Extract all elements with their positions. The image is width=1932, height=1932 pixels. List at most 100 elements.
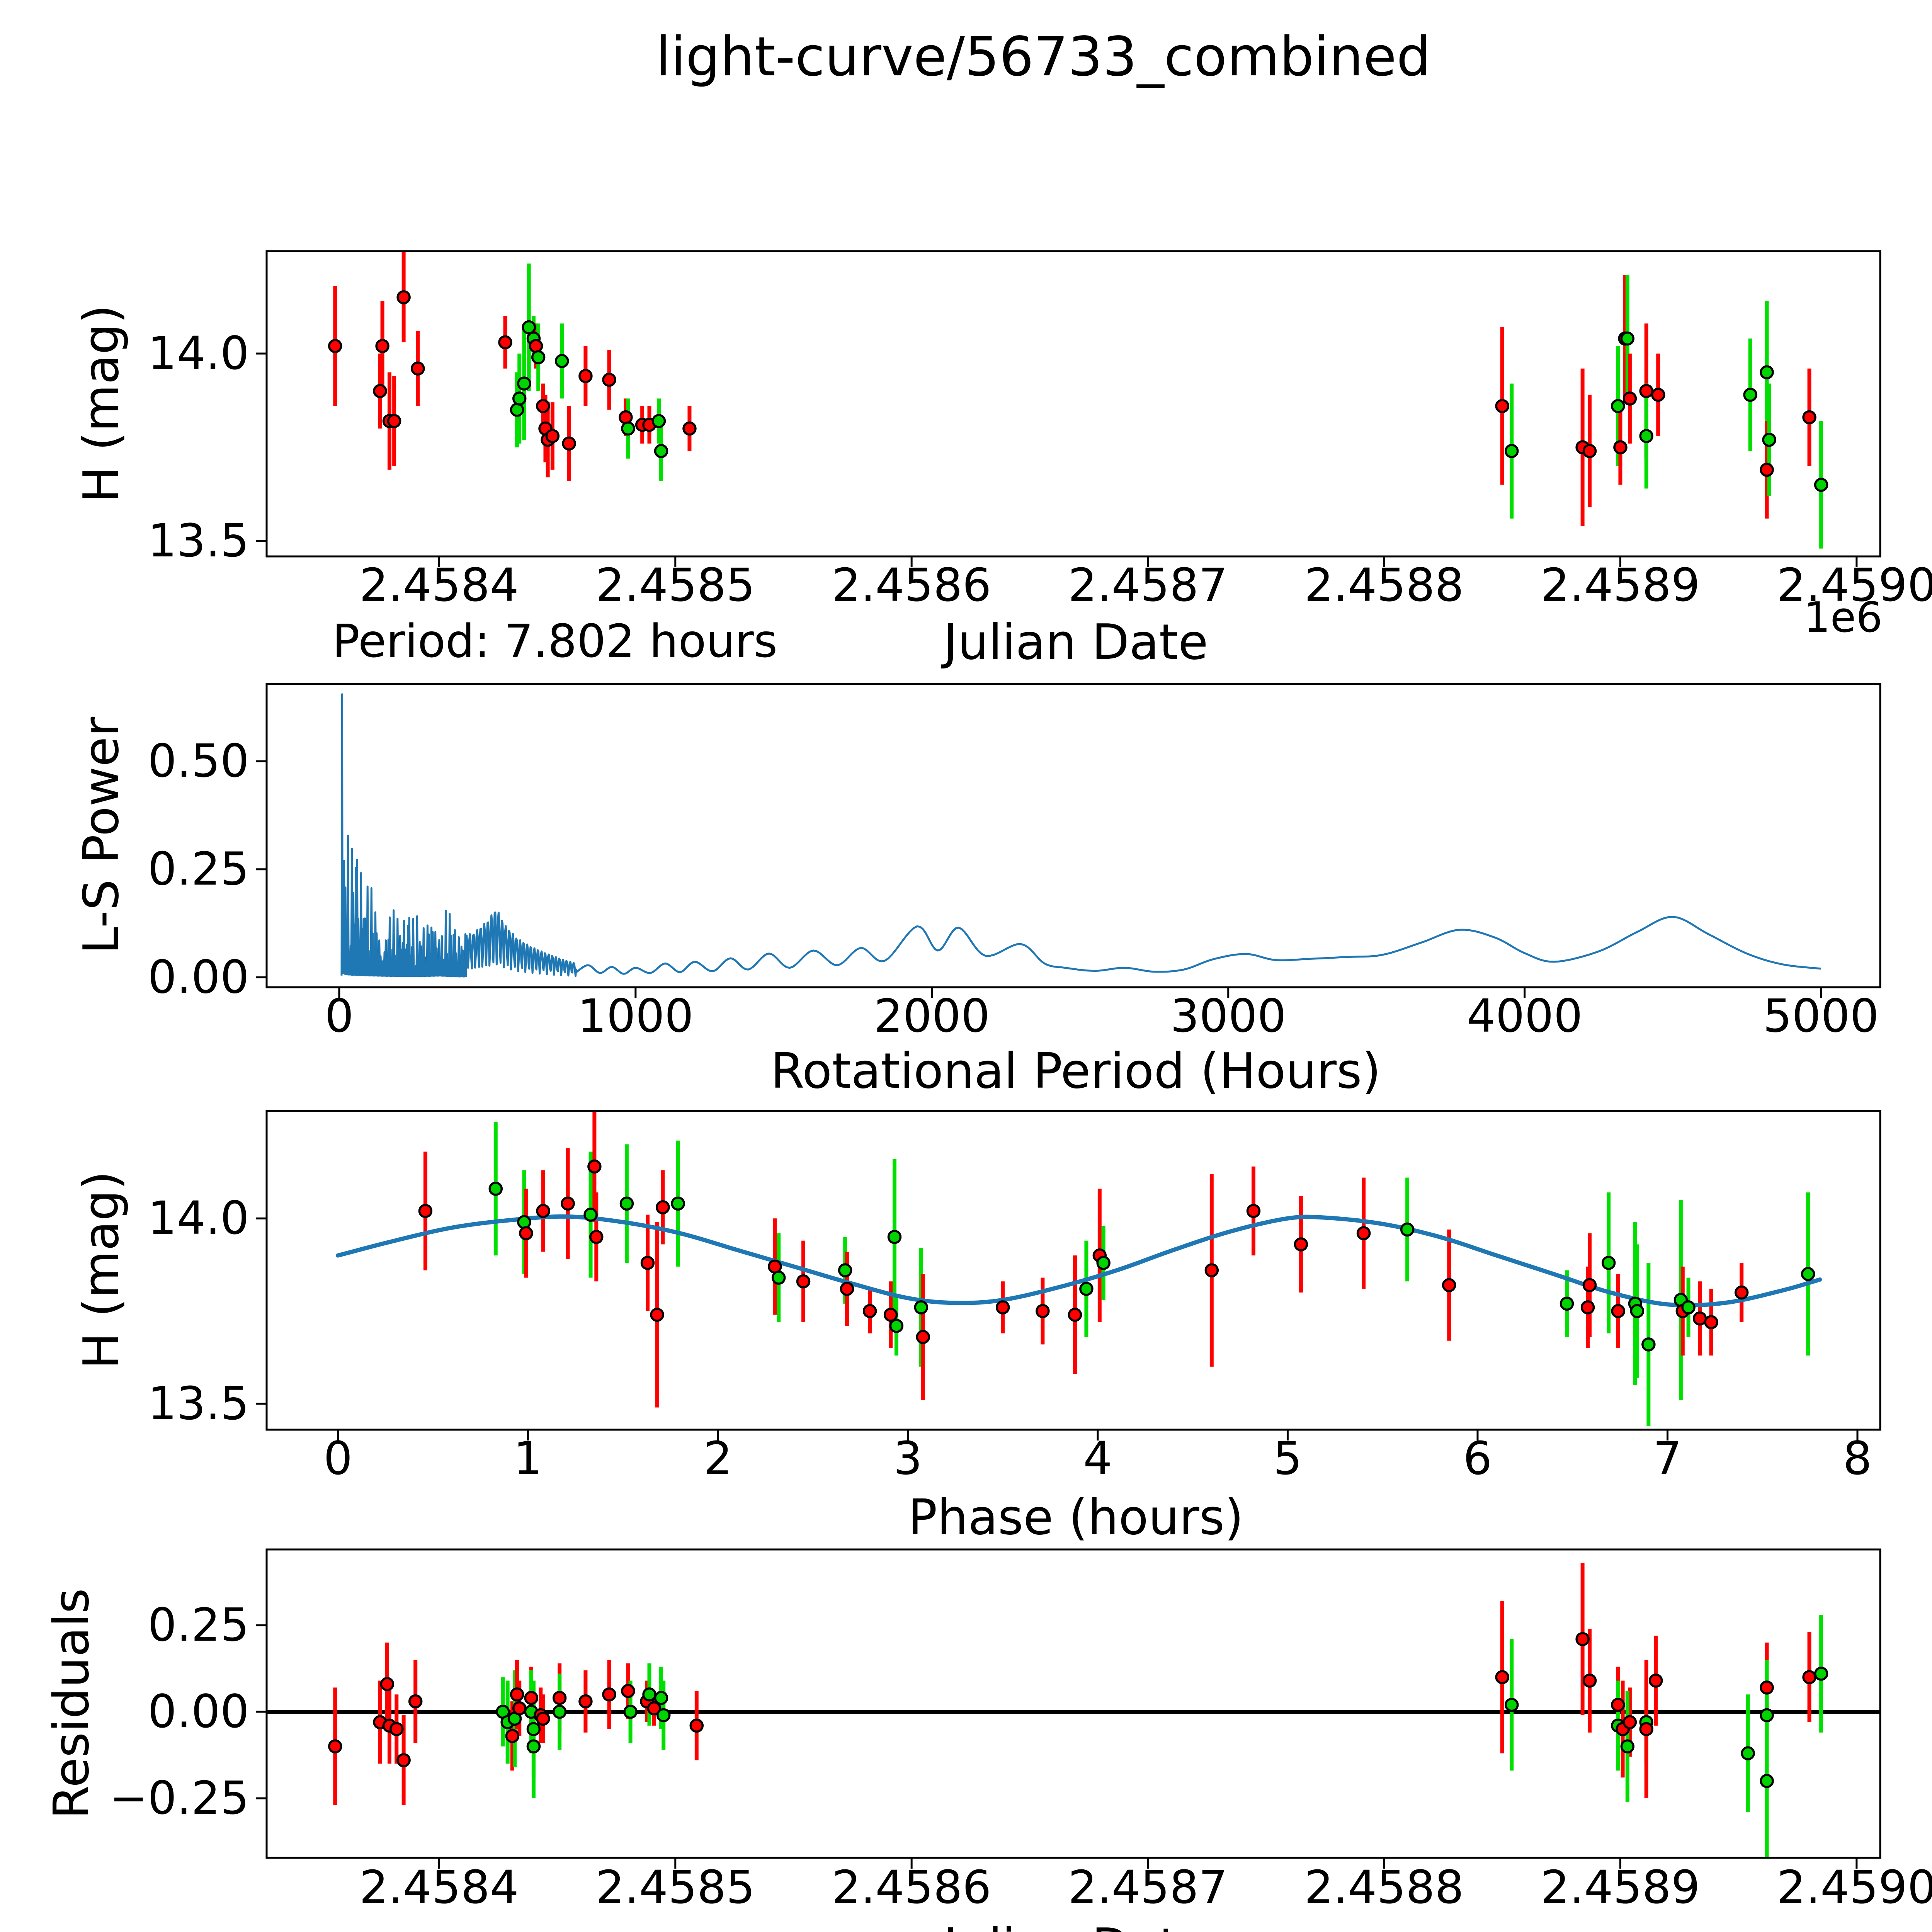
data-point-marker <box>619 1196 634 1211</box>
data-point-marker <box>1611 1697 1625 1712</box>
data-point-marker <box>578 1694 593 1709</box>
data-point-marker <box>1611 1304 1625 1318</box>
data-point-marker <box>1495 399 1509 413</box>
data-point-marker <box>578 369 593 383</box>
data-point-marker <box>1442 1278 1456 1293</box>
jd-yaxis-label: H (mag) <box>73 304 129 503</box>
jd-x-tick-label: 2.4585 <box>595 558 755 612</box>
data-point-marker <box>1639 384 1653 398</box>
periodogram-x-tick-label: 1000 <box>578 989 694 1043</box>
phase-yaxis-label: H (mag) <box>73 1171 129 1369</box>
data-point-marker <box>519 1226 533 1240</box>
data-point-marker <box>689 1718 704 1733</box>
data-point-marker <box>375 339 389 353</box>
phase-x-tick-label: 1 <box>514 1432 543 1485</box>
periodogram-plot-area <box>340 693 1821 978</box>
data-point-marker <box>1639 1722 1653 1736</box>
data-point-marker <box>1580 1300 1595 1315</box>
jd-x-tick-label: 2.4588 <box>1304 558 1464 612</box>
data-point-marker <box>1560 1296 1574 1311</box>
data-point-marker <box>1692 1311 1707 1326</box>
residuals-x-tick-label: 2.4584 <box>359 1861 519 1914</box>
residuals-plot-area <box>267 1563 1880 1858</box>
data-point-marker <box>840 1282 854 1296</box>
periodogram-x-tick-label: 3000 <box>1170 989 1286 1043</box>
data-point-marker <box>498 335 512 350</box>
residuals-x-tick-label: 2.4586 <box>832 1861 992 1914</box>
residuals-x-tick-label: 2.4585 <box>595 1861 755 1914</box>
data-point-marker <box>1068 1308 1082 1322</box>
data-point-marker <box>1760 365 1774 379</box>
data-point-marker <box>642 1687 656 1702</box>
residuals-yaxis-label: Residuals <box>43 1588 100 1819</box>
jd-x-tick-label: 2.4590 <box>1777 558 1932 612</box>
data-point-marker <box>1582 1278 1597 1293</box>
data-point-marker <box>1741 1746 1755 1760</box>
phase-y-tick-label: 13.5 <box>148 1377 249 1430</box>
data-point-marker <box>526 1739 541 1753</box>
data-point-marker <box>1613 440 1628 454</box>
data-point-marker <box>656 1200 670 1214</box>
figure-title: light-curve/56733_combined <box>656 26 1431 88</box>
data-point-marker <box>418 1204 433 1218</box>
data-point-marker <box>510 1687 524 1702</box>
data-point-marker <box>536 399 550 413</box>
residuals-y-tick-label: 0.00 <box>148 1685 249 1738</box>
phase-x-tick-label: 4 <box>1083 1432 1112 1485</box>
data-point-marker <box>536 1204 550 1218</box>
data-point-marker <box>526 1722 541 1736</box>
periodogram-x-tick-label: 2000 <box>874 989 990 1043</box>
data-point-marker <box>517 376 531 391</box>
jd-y-tick-label: 14.0 <box>148 327 249 380</box>
data-point-marker <box>529 339 543 353</box>
data-point-marker <box>1760 463 1774 477</box>
data-point-marker <box>1639 429 1653 443</box>
data-point-marker <box>583 1208 598 1222</box>
data-point-marker <box>512 1701 527 1716</box>
periodogram-x-tick-label: 5000 <box>1763 989 1879 1043</box>
period-annotation: Period: 7.802 hours <box>332 614 777 668</box>
periodogram-axes: 0 1000 2000 3000 4000 5000 0.00 0.25 0.50 <box>148 683 1881 1043</box>
data-point-marker <box>1814 478 1828 492</box>
jd-x-tick-label: 2.4586 <box>832 558 992 612</box>
phase-xaxis-label: Phase (hours) <box>908 1489 1244 1546</box>
periodogram-x-tick-label: 4000 <box>1467 989 1583 1043</box>
data-point-marker <box>1246 1204 1261 1218</box>
periodogram-y-tick-label: 0.50 <box>148 734 249 787</box>
phase-x-tick-label: 8 <box>1843 1432 1872 1485</box>
data-point-marker <box>587 1159 602 1174</box>
data-point-marker <box>1760 1708 1774 1723</box>
data-point-marker <box>1620 1739 1635 1753</box>
periodogram-yaxis-label: L-S Power <box>73 717 129 954</box>
data-point-marker <box>545 429 560 443</box>
data-point-marker <box>654 1690 668 1705</box>
jd-axes: 2.4584 2.4585 2.4586 2.4587 2.4588 2.4589 2.45… <box>148 250 1932 612</box>
data-point-marker <box>1504 1697 1519 1712</box>
data-point-marker <box>682 421 697 436</box>
data-point-marker <box>1601 1256 1616 1270</box>
data-point-marker <box>555 354 569 368</box>
data-point-marker <box>883 1308 898 1322</box>
data-point-marker <box>524 1690 539 1705</box>
data-point-marker <box>408 1694 423 1709</box>
data-point-marker <box>654 444 668 458</box>
data-point-marker <box>562 436 576 451</box>
phase-axes: 0 1 2 3 4 5 6 7 8 13.5 14.0 <box>148 1110 1881 1485</box>
jd-x-tick-label: 2.4589 <box>1541 558 1700 612</box>
data-point-marker <box>1760 1680 1774 1695</box>
data-point-marker <box>640 1256 655 1270</box>
phase-spine <box>265 1110 1881 1431</box>
data-point-marker <box>505 1729 520 1743</box>
residuals-xaxis-label: Julian Date <box>940 1918 1208 1932</box>
periodogram-y-tick-label: 0.25 <box>148 842 249 896</box>
data-point-marker <box>373 384 387 398</box>
data-point-marker <box>656 1708 671 1723</box>
data-point-marker <box>1495 1670 1509 1684</box>
jd-x-tick-label: 2.4587 <box>1068 558 1228 612</box>
phase-x-tick-label: 2 <box>703 1432 732 1485</box>
residuals-axes: 2.4584 2.4585 2.4586 2.4587 2.4588 2.4589 2.45… <box>109 1548 1932 1914</box>
data-point-marker <box>914 1300 929 1315</box>
periodogram-xaxis-label: Rotational Period (Hours) <box>770 1043 1381 1099</box>
data-point-marker <box>796 1274 811 1289</box>
